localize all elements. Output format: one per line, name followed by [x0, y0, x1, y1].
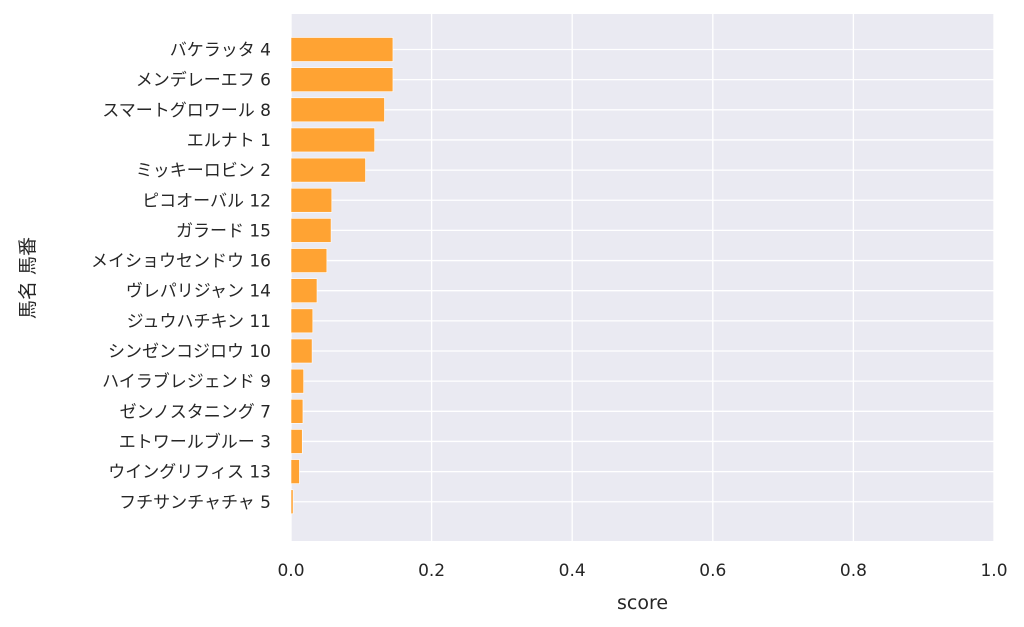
grid-lines	[290, 14, 995, 541]
y-tick-label: エルナト 1	[187, 131, 271, 151]
bar	[290, 429, 303, 454]
y-axis-label: 馬名 馬番	[17, 237, 39, 319]
bar	[290, 37, 394, 62]
bar	[290, 67, 394, 92]
bar	[290, 157, 366, 183]
y-tick-label: シンゼンコジロウ 10	[108, 342, 271, 362]
bar	[290, 398, 304, 424]
y-tick-label: ガラード 15	[176, 221, 271, 241]
y-tick-label: ヴレパリジャン 14	[126, 282, 271, 302]
y-tick-label: スマートグロワール 8	[102, 101, 271, 121]
y-tick-label: メンデレーエフ 6	[136, 70, 271, 91]
y-tick-labels: バケラッタ 4 メンデレーエフ 6 スマートグロワール 8 エルナト 1 ミッキーロビン…	[91, 41, 271, 513]
bar	[290, 308, 314, 334]
x-tick-label: 0.0	[277, 561, 304, 581]
bar	[290, 489, 294, 515]
bar	[290, 218, 332, 243]
bar	[290, 459, 300, 484]
y-tick-label: エトワールブルー 3	[119, 431, 271, 452]
y-tick-label: フチサンチャチャ 5	[119, 493, 271, 513]
x-tick-label: 1.0	[980, 561, 1007, 581]
bar	[290, 187, 333, 213]
bars	[290, 37, 394, 515]
x-tick-label: 0.2	[418, 561, 445, 581]
y-tick-label: ピコオーバル 12	[142, 191, 271, 211]
bar	[290, 338, 313, 364]
bar	[290, 248, 328, 273]
x-axis-label: score	[617, 592, 668, 614]
y-tick-label: メイショウセンドウ 16	[91, 252, 271, 272]
y-tick-label: ウイングリフィス 13	[108, 463, 271, 483]
x-tick-label: 0.6	[699, 561, 726, 581]
plot-background	[291, 14, 994, 541]
bar	[290, 127, 375, 153]
y-tick-label: ミッキーロビン 2	[136, 161, 271, 181]
x-tick-labels: 0.0 0.2 0.4 0.6 0.8 1.0	[277, 561, 1007, 581]
bar	[290, 368, 304, 394]
y-tick-label: バケラッタ 4	[170, 41, 271, 61]
y-tick-label: ハイラブレジェンド 9	[102, 371, 271, 392]
bar	[290, 278, 318, 304]
x-tick-label: 0.4	[559, 561, 586, 581]
x-tick-label: 0.8	[840, 561, 867, 581]
y-tick-label: ゼンノスタニング 7	[120, 402, 271, 422]
bar	[290, 97, 385, 123]
y-tick-label: ジュウハチキン 11	[127, 312, 271, 332]
